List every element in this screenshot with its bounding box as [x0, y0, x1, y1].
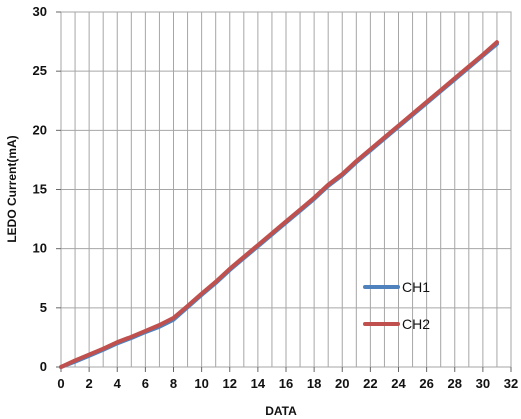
series-point-ch2-24: [398, 125, 400, 127]
series-point-ch2-6: [144, 330, 146, 332]
series-point-ch2-27: [440, 89, 442, 91]
series-point-ch2-28: [454, 77, 456, 79]
series-point-ch2-16: [285, 221, 287, 223]
y-axis-title: LEDO Current(mA): [5, 135, 19, 242]
series-point-ch2-21: [355, 160, 357, 162]
y-tick-label-1: 5: [40, 300, 47, 315]
x-tick-label-2: 4: [114, 376, 122, 391]
legend-label-ch2: CH2: [402, 316, 430, 332]
series-point-ch2-3: [102, 348, 104, 350]
series-point-ch2-22: [369, 148, 371, 150]
x-tick-label-11: 22: [363, 376, 377, 391]
series-point-ch2-10: [201, 293, 203, 295]
series-point-ch2-9: [187, 305, 189, 307]
series-point-ch2-25: [412, 113, 414, 115]
y-tick-label-4: 20: [33, 122, 47, 137]
x-tick-label-4: 8: [170, 376, 177, 391]
chart-legend: CH1 CH2: [363, 279, 430, 332]
x-tick-label-15: 30: [476, 376, 490, 391]
series-layer: [59, 40, 499, 369]
y-tick-label-2: 10: [33, 241, 47, 256]
series-point-ch2-12: [229, 268, 231, 270]
series-point-ch2-30: [482, 54, 484, 56]
series-point-ch2-29: [468, 66, 470, 68]
y-tick-label-0: 0: [40, 359, 47, 374]
x-tick-label-12: 24: [391, 376, 406, 391]
series-point-ch2-31: [496, 41, 498, 43]
x-tick-label-7: 14: [251, 376, 266, 391]
series-point-ch2-4: [116, 341, 118, 343]
y-tick-label-5: 25: [33, 63, 47, 78]
x-tick-label-9: 18: [307, 376, 321, 391]
series-point-ch2-11: [215, 281, 217, 283]
x-axis-title: DATA: [265, 404, 297, 418]
series-point-ch2-8: [173, 317, 175, 319]
series-point-ch2-2: [88, 354, 90, 356]
series-point-ch2-7: [159, 324, 161, 326]
series-point-ch2-20: [341, 173, 343, 175]
series-point-ch2-17: [299, 209, 301, 211]
x-tick-label-14: 28: [448, 376, 462, 391]
series-point-ch2-15: [271, 232, 273, 234]
x-tick-label-3: 6: [142, 376, 149, 391]
x-tick-label-0: 0: [57, 376, 64, 391]
series-point-ch2-5: [130, 336, 132, 338]
series-point-ch2-13: [243, 256, 245, 258]
series-point-ch2-23: [384, 137, 386, 139]
x-tick-label-6: 12: [223, 376, 237, 391]
series-point-ch2-19: [327, 184, 329, 186]
series-line-ch2: [59, 40, 499, 369]
axis-layer: 0 2 4 6 8 10 12 14 16 18 20 22 24 26 28 30 3205101520253…: [33, 4, 519, 391]
x-tick-label-1: 2: [86, 376, 93, 391]
x-tick-label-8: 16: [279, 376, 293, 391]
y-tick-label-3: 15: [33, 182, 47, 197]
x-tick-label-13: 26: [419, 376, 433, 391]
x-tick-label-10: 20: [335, 376, 349, 391]
series-point-ch2-1: [74, 360, 76, 362]
series-point-ch2-0: [60, 366, 62, 368]
y-tick-label-6: 30: [33, 4, 47, 19]
x-tick-label-16: 32: [504, 376, 518, 391]
series-point-ch2-26: [426, 101, 428, 103]
legend-label-ch1: CH1: [402, 279, 430, 295]
x-tick-label-5: 10: [194, 376, 208, 391]
series-point-ch2-14: [257, 244, 259, 246]
series-point-ch2-18: [313, 197, 315, 199]
